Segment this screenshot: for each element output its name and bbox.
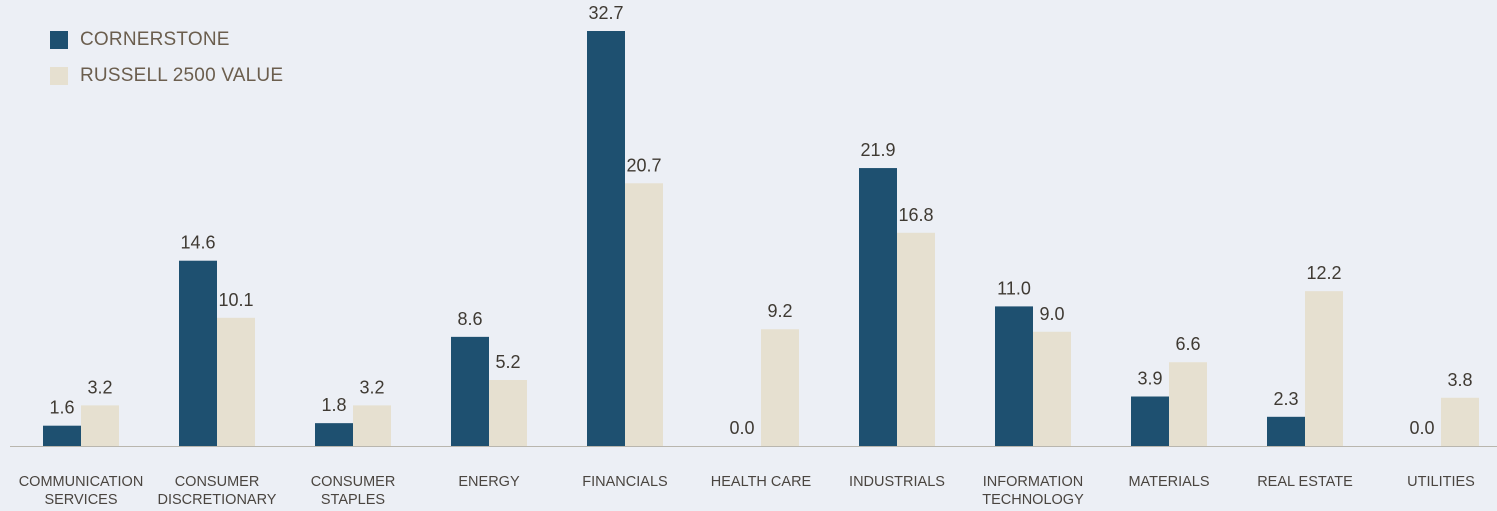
data-label-russell: 5.2 <box>495 352 520 372</box>
category-label: REAL ESTATE <box>1257 474 1353 490</box>
data-label-cornerstone: 0.0 <box>1409 418 1434 438</box>
category-label: UTILITIES <box>1407 474 1475 490</box>
data-label-cornerstone: 8.6 <box>457 309 482 329</box>
bar-cornerstone <box>43 425 81 446</box>
legend-label-cornerstone: CORNERSTONE <box>80 29 230 50</box>
bar-cornerstone <box>587 31 625 446</box>
category-label: TECHNOLOGY <box>982 492 1084 508</box>
category-label: MATERIALS <box>1128 474 1209 490</box>
data-label-russell: 9.2 <box>767 301 792 321</box>
category-label: STAPLES <box>321 492 385 508</box>
data-label-cornerstone: 1.6 <box>49 398 74 418</box>
bar-russell <box>489 380 527 446</box>
data-label-cornerstone: 11.0 <box>997 278 1031 298</box>
category-label: CONSUMER <box>311 474 396 490</box>
bar-cornerstone <box>1267 416 1305 446</box>
legend-item-russell: RUSSELL 2500 VALUE <box>50 58 283 94</box>
data-label-cornerstone: 3.9 <box>1137 369 1162 389</box>
data-label-cornerstone: 1.8 <box>321 395 346 415</box>
category-label: FINANCIALS <box>582 474 667 490</box>
legend-item-cornerstone: CORNERSTONE <box>50 22 283 58</box>
category-label: CONSUMER <box>175 474 260 490</box>
category-label: COMMUNICATION <box>19 474 144 490</box>
bar-russell <box>625 183 663 446</box>
data-label-cornerstone: 32.7 <box>588 3 623 23</box>
category-label: SERVICES <box>44 492 117 508</box>
bar-cornerstone <box>859 168 897 447</box>
category-label: INFORMATION <box>983 474 1083 490</box>
bar-russell <box>1169 362 1207 446</box>
bar-cornerstone <box>1131 396 1169 446</box>
category-label: HEALTH CARE <box>711 474 812 490</box>
category-label: INDUSTRIALS <box>849 474 945 490</box>
category-label: DISCRETIONARY <box>158 492 277 508</box>
data-label-russell: 10.1 <box>218 290 253 310</box>
bar-russell <box>1033 331 1071 446</box>
data-label-russell: 3.2 <box>87 377 112 397</box>
legend: CORNERSTONE RUSSELL 2500 VALUE <box>50 22 283 94</box>
legend-swatch-russell <box>50 67 68 85</box>
bar-russell <box>217 317 255 446</box>
bar-russell <box>1305 291 1343 446</box>
data-label-russell: 20.7 <box>626 155 661 175</box>
bar-russell <box>897 232 935 446</box>
bar-cornerstone <box>451 336 489 446</box>
data-label-russell: 3.8 <box>1447 370 1472 390</box>
category-label: ENERGY <box>458 474 520 490</box>
legend-label-russell: RUSSELL 2500 VALUE <box>80 65 284 86</box>
data-label-cornerstone: 14.6 <box>180 233 215 253</box>
bar-russell <box>81 405 119 446</box>
data-label-cornerstone: 2.3 <box>1273 389 1298 409</box>
data-label-cornerstone: 21.9 <box>860 140 895 160</box>
data-label-russell: 6.6 <box>1175 334 1200 354</box>
data-label-russell: 9.0 <box>1039 304 1064 324</box>
bar-cornerstone <box>315 423 353 446</box>
bar-cornerstone <box>995 306 1033 446</box>
data-label-russell: 16.8 <box>898 205 933 225</box>
data-label-russell: 12.2 <box>1306 263 1341 283</box>
data-label-russell: 3.2 <box>359 377 384 397</box>
bar-russell <box>353 405 391 446</box>
bar-russell <box>1441 397 1479 446</box>
bar-russell <box>761 329 799 446</box>
legend-swatch-cornerstone <box>50 31 68 49</box>
bar-cornerstone <box>179 260 217 446</box>
data-label-cornerstone: 0.0 <box>729 418 754 438</box>
